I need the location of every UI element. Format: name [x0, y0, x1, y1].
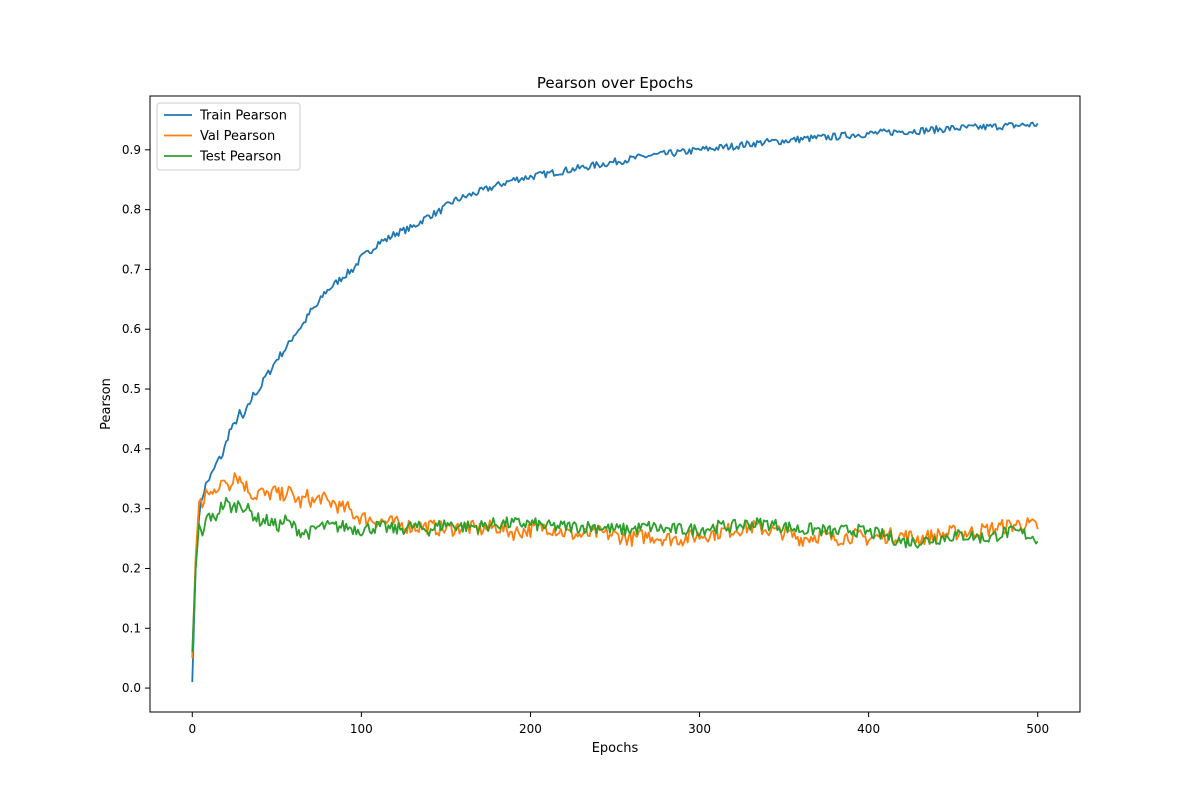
chart-title: Pearson over Epochs — [537, 74, 694, 92]
x-axis-label: Epochs — [592, 741, 639, 756]
legend-label: Test Pearson — [199, 150, 281, 165]
legend-box — [156, 102, 301, 171]
y-tick-label: 0.3 — [122, 502, 141, 516]
series-line-test-pearson — [191, 496, 1039, 653]
plot-area — [191, 121, 1039, 683]
y-tick-label: 0.6 — [122, 322, 141, 336]
x-tick-label: 500 — [1026, 722, 1049, 736]
x-tick-label: 400 — [857, 722, 880, 736]
axes: 0 100 200 300 400 500 0.0 0.1 0.2 0.3 0.4 0.5 0.6 0.7… — [122, 95, 1081, 736]
y-tick-label: 0.8 — [122, 203, 141, 217]
y-tick-label: 0.9 — [122, 143, 141, 157]
x-tick-label: 300 — [688, 722, 711, 736]
series-line-train-pearson — [191, 121, 1039, 683]
plot-frame — [149, 95, 1081, 713]
y-axis-label: Pearson — [99, 378, 114, 430]
y-tick-label: 0.0 — [122, 681, 141, 695]
x-tick-label: 0 — [188, 722, 196, 736]
x-tick-label: 100 — [350, 722, 373, 736]
y-tick-label: 0.4 — [122, 442, 141, 456]
y-tick-label: 0.7 — [122, 262, 141, 276]
legend: Train Pearson Val Pearson Test Pearson — [156, 102, 301, 171]
legend-label: Val Pearson — [200, 129, 275, 144]
legend-label: Train Pearson — [199, 109, 287, 124]
y-tick-label: 0.2 — [122, 561, 141, 575]
y-tick-label: 0.1 — [122, 621, 141, 635]
x-tick-label: 200 — [519, 722, 542, 736]
y-tick-label: 0.5 — [122, 382, 141, 396]
series-line-val-pearson — [191, 472, 1039, 659]
